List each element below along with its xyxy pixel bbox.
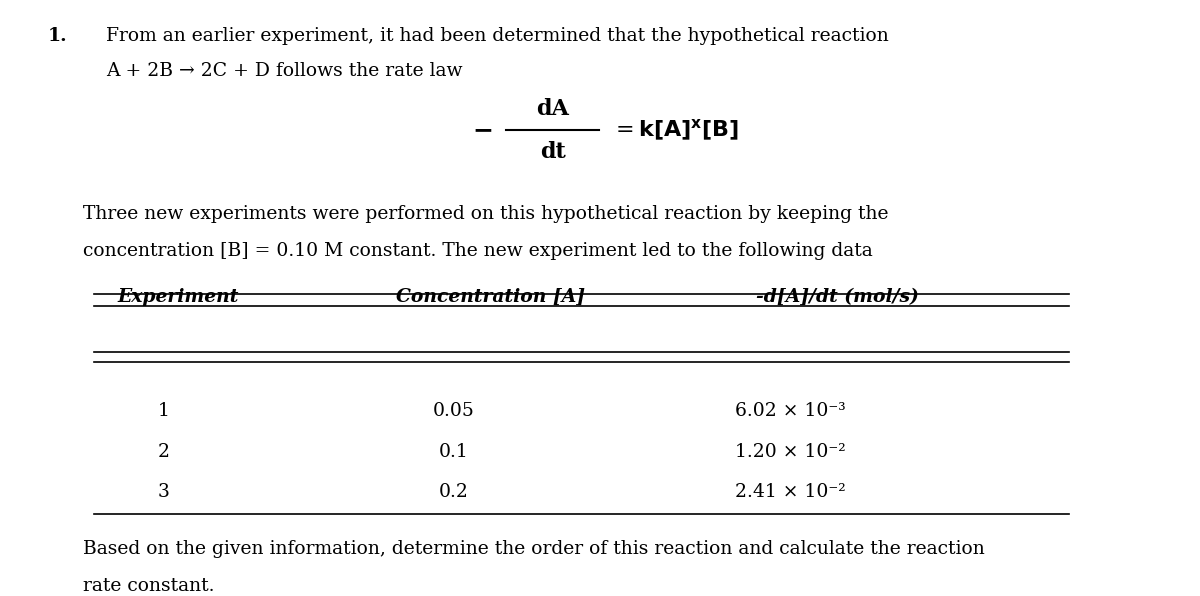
Text: dt: dt [540, 141, 565, 163]
Text: 1.20 × 10⁻²: 1.20 × 10⁻² [736, 443, 846, 461]
Text: 6.02 × 10⁻³: 6.02 × 10⁻³ [736, 402, 846, 420]
Text: 2.41 × 10⁻²: 2.41 × 10⁻² [736, 483, 846, 501]
Text: 0.2: 0.2 [439, 483, 469, 501]
Text: $= \mathbf{k[A]^x[B]}$: $= \mathbf{k[A]^x[B]}$ [611, 117, 739, 143]
Text: Concentration [A]: Concentration [A] [396, 288, 586, 306]
Text: 0.1: 0.1 [439, 443, 469, 461]
Text: A + 2B → 2C + D follows the rate law: A + 2B → 2C + D follows the rate law [106, 61, 462, 79]
Text: 0.05: 0.05 [433, 402, 475, 420]
Text: Three new experiments were performed on this hypothetical reaction by keeping th: Three new experiments were performed on … [83, 205, 888, 223]
Text: Experiment: Experiment [118, 288, 239, 306]
Text: rate constant.: rate constant. [83, 577, 214, 595]
Text: 1: 1 [158, 402, 169, 420]
Text: concentration [B] = 0.10 M constant. The new experiment led to the following dat: concentration [B] = 0.10 M constant. The… [83, 242, 872, 260]
Text: 1.: 1. [48, 27, 67, 45]
Text: 3: 3 [158, 483, 169, 501]
Text: −: − [473, 118, 493, 142]
Text: 2: 2 [158, 443, 170, 461]
Text: Based on the given information, determine the order of this reaction and calcula: Based on the given information, determin… [83, 540, 984, 558]
Text: dA: dA [536, 98, 569, 120]
Text: From an earlier experiment, it had been determined that the hypothetical reactio: From an earlier experiment, it had been … [106, 27, 888, 45]
Text: -d[A]/dt (mol/s): -d[A]/dt (mol/s) [756, 288, 918, 306]
